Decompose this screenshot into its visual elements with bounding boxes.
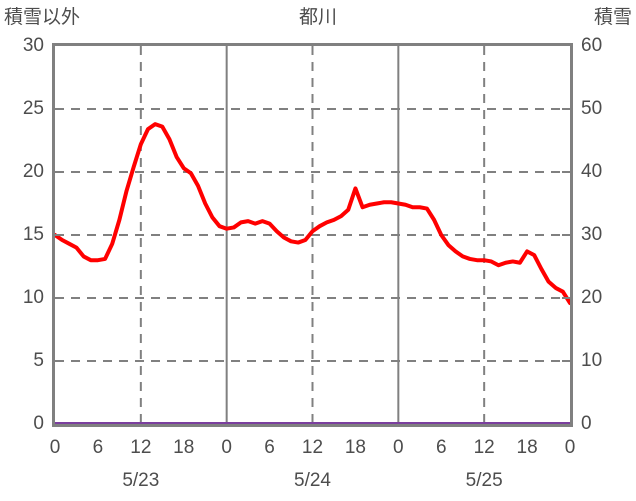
day-label: 5/23 bbox=[122, 470, 160, 491]
x-tick-label: 6 bbox=[92, 437, 104, 458]
left-tick-label: 5 bbox=[33, 350, 44, 371]
x-tick-label: 18 bbox=[344, 437, 366, 458]
x-tick-label: 0 bbox=[564, 437, 576, 458]
left-axis-title: 積雪以外 bbox=[4, 7, 81, 28]
right-tick-label: 50 bbox=[581, 98, 603, 119]
right-tick-label: 60 bbox=[581, 35, 603, 56]
left-tick-label: 20 bbox=[22, 161, 44, 182]
left-tick-label: 10 bbox=[22, 287, 44, 308]
left-tick-label: 25 bbox=[22, 98, 44, 119]
right-tick-label: 10 bbox=[581, 350, 603, 371]
right-tick-label: 0 bbox=[581, 413, 592, 434]
right-tick-label: 20 bbox=[581, 287, 603, 308]
x-tick-label: 6 bbox=[435, 437, 447, 458]
x-tick-label: 6 bbox=[264, 437, 275, 458]
right-tick-label: 30 bbox=[581, 224, 603, 245]
x-tick-label: 12 bbox=[473, 437, 495, 458]
x-tick-label: 0 bbox=[221, 437, 232, 458]
left-tick-label: 0 bbox=[33, 413, 44, 434]
right-axis-title: 積雪 bbox=[593, 7, 632, 28]
right-tick-label: 40 bbox=[581, 161, 603, 182]
series-line-red bbox=[55, 124, 570, 303]
x-tick-label: 0 bbox=[49, 437, 61, 458]
x-tick-label: 0 bbox=[393, 437, 404, 458]
day-label: 5/24 bbox=[294, 470, 331, 491]
x-tick-label: 18 bbox=[516, 437, 538, 458]
x-tick-label: 12 bbox=[130, 437, 152, 458]
x-tick-label: 12 bbox=[301, 437, 324, 458]
left-tick-label: 15 bbox=[22, 224, 44, 245]
x-tick-label: 18 bbox=[173, 437, 195, 458]
plot-area bbox=[52, 43, 573, 427]
day-label: 5/25 bbox=[465, 470, 503, 491]
chart-title: 都川 bbox=[298, 7, 337, 28]
left-tick-label: 30 bbox=[22, 35, 44, 56]
chart-canvas bbox=[55, 46, 570, 424]
